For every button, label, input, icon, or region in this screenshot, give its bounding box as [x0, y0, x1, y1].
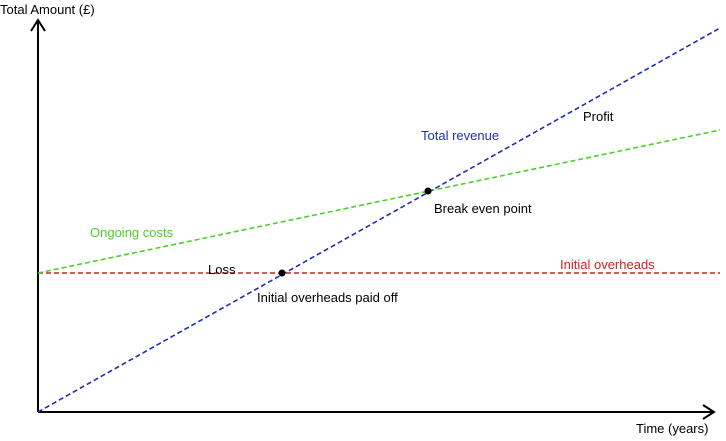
profit-label: Profit: [583, 109, 614, 124]
y-axis-arrowhead: [30, 18, 46, 32]
break-even-label: Break even point: [434, 201, 532, 216]
overheads-paid-off-label: Initial overheads paid off: [257, 290, 398, 305]
ongoing-costs-line: [37, 129, 721, 274]
total-revenue-line: [37, 27, 721, 413]
break-even-point-marker: [424, 187, 432, 195]
overheads-paid-off-point: [278, 269, 286, 277]
ongoing-costs-label: Ongoing costs: [90, 225, 174, 240]
x-axis-label: Time (years): [636, 421, 708, 436]
loss-label: Loss: [208, 262, 236, 277]
initial-overheads-label: Initial overheads: [560, 257, 655, 272]
x-axis-arrowhead: [702, 404, 716, 420]
y-axis-label: Total Amount (£): [0, 2, 95, 17]
total-revenue-label: Total revenue: [421, 128, 499, 143]
